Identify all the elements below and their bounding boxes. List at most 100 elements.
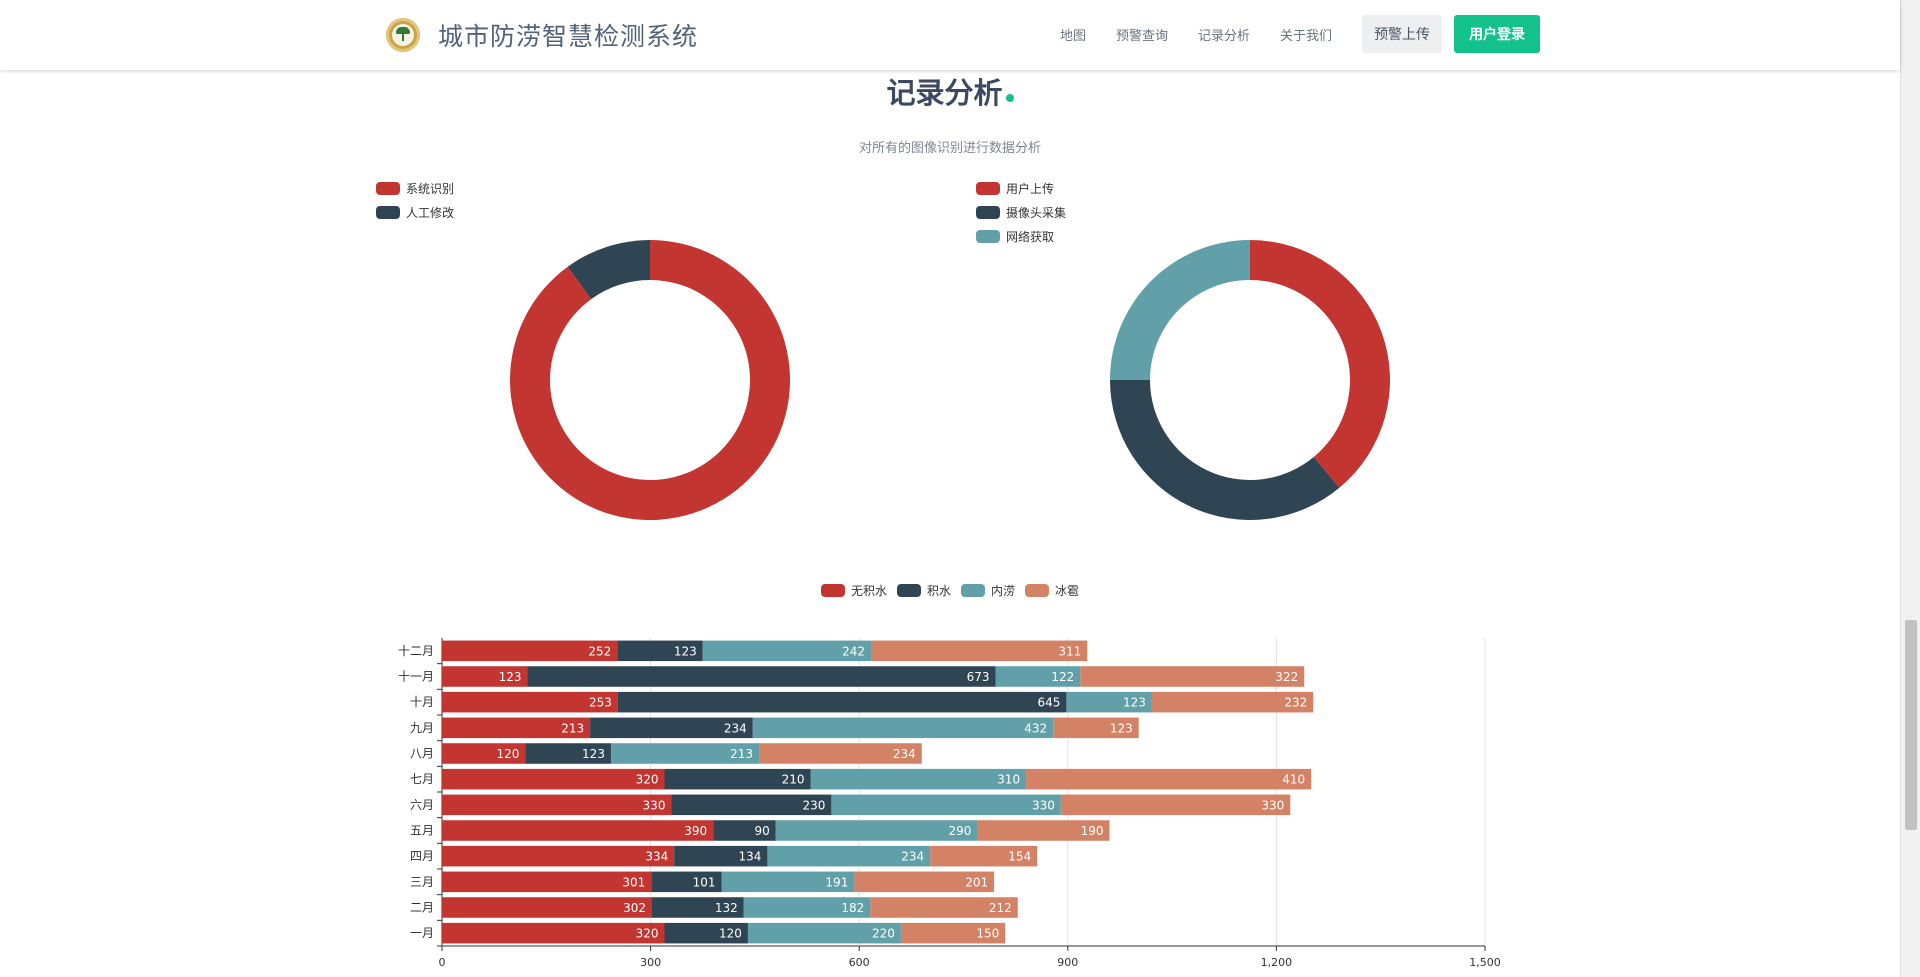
- bar-segment[interactable]: [671, 794, 832, 816]
- bar-segment[interactable]: [651, 871, 722, 893]
- pie-slice[interactable]: [509, 240, 790, 520]
- legend-swatch: [961, 583, 985, 597]
- bar-segment[interactable]: [702, 640, 872, 662]
- bar-data-label: 330: [643, 798, 666, 812]
- bar-segment[interactable]: [442, 640, 618, 662]
- bar-segment[interactable]: [995, 666, 1081, 687]
- bar-segment[interactable]: [442, 743, 526, 764]
- legend-label: 无积水: [850, 583, 887, 598]
- legend-label: 系统识别: [406, 181, 455, 196]
- bar-data-label: 213: [561, 721, 584, 735]
- y-tick-label: 二月: [410, 901, 434, 915]
- brand-title: 城市防涝智慧检测系统: [438, 22, 699, 51]
- nav-link-about[interactable]: 关于我们: [1280, 28, 1333, 44]
- login-button[interactable]: 用户登录: [1454, 15, 1541, 53]
- pie1-legend-item[interactable]: 人工修改: [376, 200, 454, 224]
- bar-segment[interactable]: [651, 897, 744, 918]
- bar-segment[interactable]: [610, 743, 760, 764]
- bar-data-label: 234: [901, 850, 924, 864]
- bar-segment[interactable]: [752, 717, 1054, 739]
- bar-data-label: 290: [949, 824, 972, 838]
- legend-label: 人工修改: [406, 205, 455, 220]
- pie-slice[interactable]: [1110, 380, 1340, 520]
- bar-legend-item[interactable]: 积水: [896, 578, 951, 602]
- pie1-legend: 系统识别 人工修改: [376, 176, 454, 224]
- y-tick-label: 五月: [410, 824, 434, 838]
- bar-segment[interactable]: [1060, 794, 1291, 816]
- bar-segment[interactable]: [1066, 691, 1152, 713]
- bar-data-label: 252: [588, 644, 611, 658]
- bar-segment[interactable]: [674, 845, 768, 867]
- pie-slice[interactable]: [1250, 240, 1390, 488]
- section-title: 记录分析: [0, 70, 1900, 112]
- x-tick-label: 0: [439, 956, 446, 969]
- y-tick-label: 九月: [410, 721, 434, 735]
- bar-segment[interactable]: [1053, 717, 1139, 739]
- bar-data-label: 101: [693, 875, 716, 889]
- bar-data-label: 311: [1058, 644, 1081, 658]
- legend-swatch: [976, 205, 1000, 219]
- bar-segment[interactable]: [442, 768, 665, 790]
- bar-segment[interactable]: [1080, 666, 1305, 687]
- bar-segment[interactable]: [525, 743, 611, 764]
- pie2-legend-item[interactable]: 摄像头采集: [976, 200, 1066, 224]
- pie-slice[interactable]: [567, 240, 650, 300]
- bar-data-label: 134: [739, 850, 762, 864]
- page-scrollbar[interactable]: [1900, 0, 1920, 977]
- bar-segment[interactable]: [1026, 768, 1312, 790]
- bar-legend-item[interactable]: 冰雹: [1025, 578, 1079, 602]
- bar-segment[interactable]: [713, 820, 776, 841]
- bar-segment[interactable]: [759, 743, 922, 764]
- bar-data-label: 302: [623, 901, 646, 915]
- pie2-legend-item[interactable]: 用户上传: [976, 176, 1066, 200]
- nav-link-record-analysis[interactable]: 记录分析: [1198, 28, 1251, 44]
- bar-segment[interactable]: [930, 845, 1038, 867]
- bar-segment[interactable]: [590, 717, 753, 739]
- scrollbar-thumb[interactable]: [1905, 620, 1917, 830]
- bar-segment[interactable]: [721, 871, 855, 893]
- bar-segment[interactable]: [810, 768, 1027, 790]
- bar-segment[interactable]: [442, 666, 528, 687]
- bar-segment[interactable]: [767, 845, 931, 867]
- bar-data-label: 210: [782, 773, 805, 787]
- bar-data-label: 123: [582, 747, 605, 761]
- bar-legend-item[interactable]: 内涝: [961, 578, 1015, 602]
- bar-segment[interactable]: [442, 794, 672, 816]
- bar-data-label: 190: [1081, 824, 1104, 838]
- brand[interactable]: 城市防涝智慧检测系统: [386, 16, 698, 54]
- bar-segment[interactable]: [617, 691, 1067, 713]
- bar-segment[interactable]: [664, 768, 811, 790]
- bar-segment[interactable]: [442, 820, 714, 841]
- y-tick-label: 八月: [410, 747, 434, 761]
- bar-segment[interactable]: [442, 871, 652, 893]
- bar-segment[interactable]: [1151, 691, 1314, 713]
- bar-data-label: 645: [1038, 696, 1061, 710]
- bar-segment[interactable]: [900, 922, 1006, 944]
- bar-data-label: 120: [497, 747, 520, 761]
- bar-segment[interactable]: [617, 640, 703, 662]
- legend-label: 摄像头采集: [1006, 205, 1067, 220]
- pie1-legend-item[interactable]: 系统识别: [376, 176, 454, 200]
- nav-link-alert-query[interactable]: 预警查询: [1116, 28, 1169, 44]
- pie2-legend-item[interactable]: 网络获取: [976, 224, 1066, 248]
- bar-segment[interactable]: [870, 897, 1018, 918]
- bar-segment[interactable]: [871, 640, 1088, 662]
- bar-segment[interactable]: [442, 691, 618, 713]
- alert-upload-button[interactable]: 预警上传: [1362, 15, 1443, 53]
- y-tick-label: 三月: [410, 875, 434, 889]
- bar-segment[interactable]: [442, 845, 675, 867]
- bar-segment[interactable]: [854, 871, 995, 893]
- bar-legend-item[interactable]: 无积水: [820, 578, 887, 602]
- pie-slice[interactable]: [1110, 240, 1250, 380]
- bar-segment[interactable]: [831, 794, 1061, 816]
- bar-segment[interactable]: [747, 922, 901, 944]
- bar-segment[interactable]: [442, 897, 652, 918]
- bar-segment[interactable]: [775, 820, 978, 841]
- bar-segment[interactable]: [527, 666, 996, 687]
- bar-segment[interactable]: [442, 717, 591, 739]
- bar-segment[interactable]: [977, 820, 1110, 841]
- bar-segment[interactable]: [664, 922, 748, 944]
- nav-link-map[interactable]: 地图: [1060, 28, 1087, 44]
- bar-segment[interactable]: [743, 897, 871, 918]
- bar-segment[interactable]: [442, 922, 665, 944]
